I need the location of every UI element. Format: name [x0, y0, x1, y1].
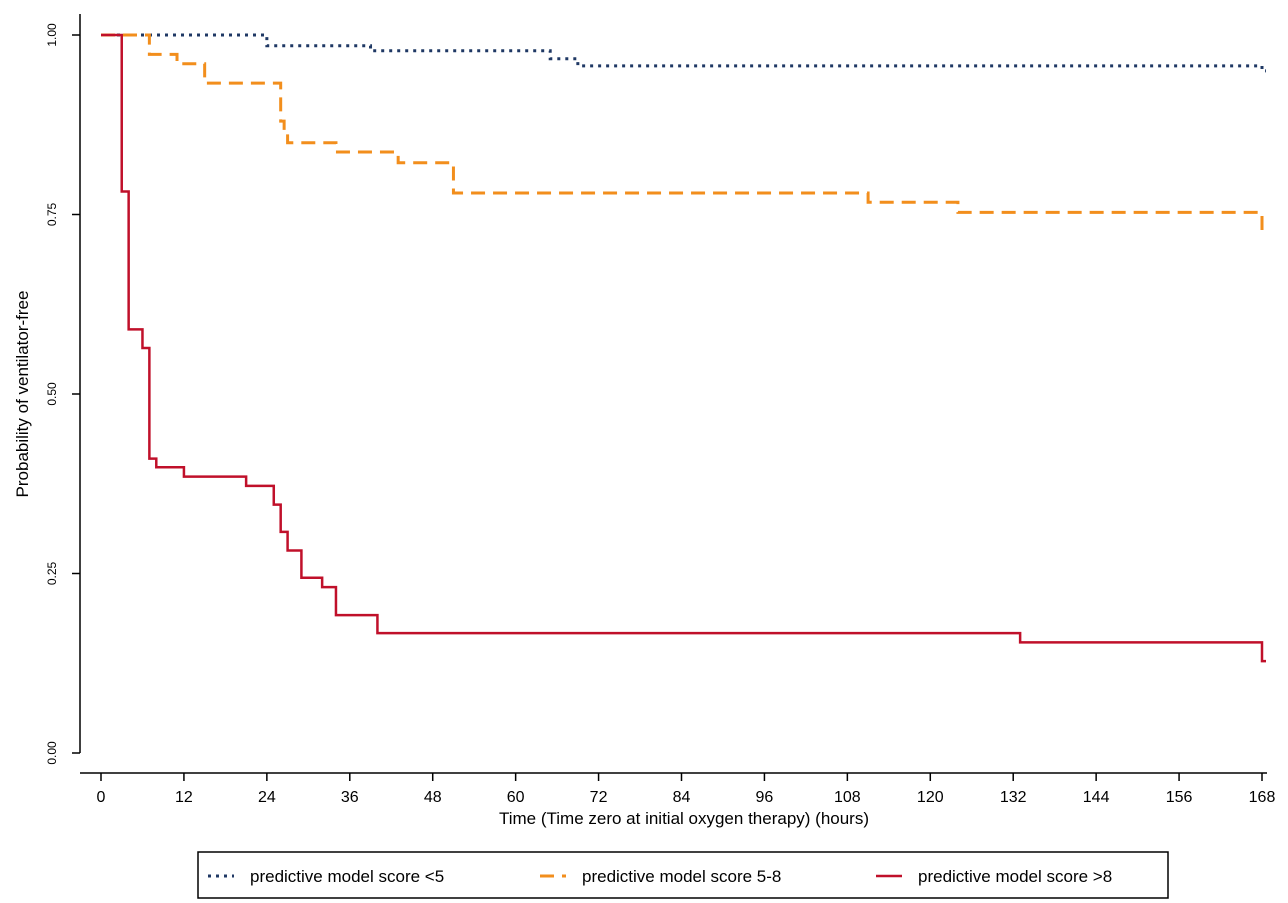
x-tick-label: 132 — [1000, 789, 1027, 806]
x-tick-label: 156 — [1166, 789, 1193, 806]
x-axis-ticks: 0 12 24 36 48 60 72 84 96 108 120 132 144 156 168 — [97, 773, 1276, 806]
x-tick-label: 24 — [258, 789, 276, 806]
x-tick-label: 60 — [507, 789, 525, 806]
y-axis-ticks: 0.00 0.25 0.50 0.75 1.00 — [45, 23, 80, 765]
x-tick-label: 84 — [673, 789, 691, 806]
x-tick-label: 12 — [175, 789, 193, 806]
legend-label: predictive model score 5-8 — [582, 867, 781, 886]
x-tick-label: 72 — [590, 789, 608, 806]
y-tick-label: 0.00 — [45, 741, 59, 765]
x-tick-label: 120 — [917, 789, 944, 806]
y-tick-label: 0.50 — [45, 382, 59, 406]
legend: predictive model score <5 predictive mode… — [197, 851, 1169, 899]
y-tick-label: 0.25 — [45, 561, 59, 585]
legend-label: predictive model score >8 — [918, 867, 1112, 886]
x-tick-label: 108 — [834, 789, 861, 806]
y-tick-label: 1.00 — [45, 23, 59, 47]
legend-label: predictive model score <5 — [250, 867, 444, 886]
x-tick-label: 144 — [1083, 789, 1110, 806]
x-axis-title: Time (Time zero at initial oxygen therap… — [499, 809, 869, 828]
y-axis-title: Probability of ventilator-free — [13, 291, 32, 498]
x-tick-label: 48 — [424, 789, 442, 806]
x-tick-label: 36 — [341, 789, 359, 806]
x-tick-label: 96 — [756, 789, 774, 806]
plot-lines — [101, 33, 1266, 663]
series-line — [101, 33, 1266, 663]
x-tick-label: 0 — [97, 789, 106, 806]
series-line — [101, 33, 1266, 73]
x-tick-label: 168 — [1249, 789, 1276, 806]
y-tick-label: 0.75 — [45, 202, 59, 226]
legend-box — [197, 851, 1169, 899]
series-line — [101, 33, 1266, 234]
